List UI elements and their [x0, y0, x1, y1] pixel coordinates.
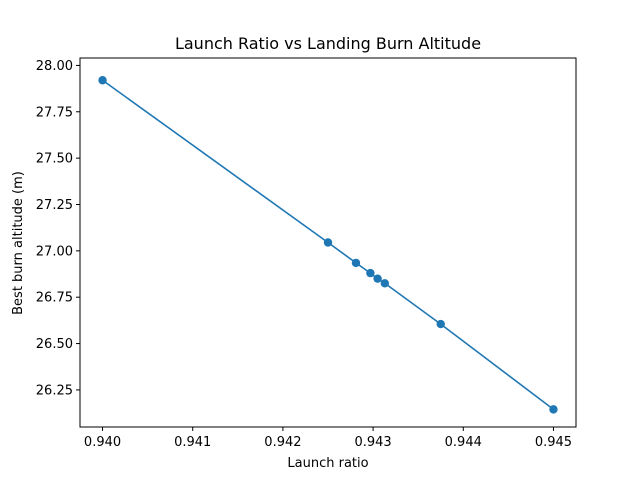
- data-point: [351, 258, 361, 268]
- y-axis-ticks: 26.25 26.50 26.75 27.00 27.25 27.50 27.75 28.00: [36, 59, 80, 398]
- data-point: [323, 238, 333, 247]
- y-tick-label: 26.50: [36, 337, 73, 352]
- x-axis-label: Launch ratio: [287, 456, 368, 471]
- data-point: [366, 268, 375, 278]
- y-tick-label: 27.75: [36, 105, 73, 120]
- x-tick-label: 0.942: [264, 435, 301, 450]
- y-tick-label: 27.00: [36, 244, 73, 259]
- y-tick-label: 26.25: [36, 383, 73, 398]
- x-axis-ticks: 0.940 0.941 0.942 0.943 0.944 0.945: [84, 427, 572, 450]
- x-tick-label: 0.943: [354, 435, 391, 450]
- y-tick-label: 27.25: [36, 198, 73, 213]
- x-tick-label: 0.945: [535, 435, 572, 450]
- data-point: [436, 319, 445, 329]
- y-tick-label: 28.00: [36, 59, 73, 74]
- chart-title: Launch Ratio vs Landing Burn Altitude: [175, 34, 481, 53]
- x-tick-label: 0.944: [445, 435, 482, 450]
- axes-frame: [79, 57, 577, 428]
- y-tick-label: 26.75: [36, 291, 73, 306]
- data-point: [380, 279, 390, 288]
- y-tick-label: 27.50: [36, 152, 73, 167]
- data-point: [98, 76, 107, 85]
- series-line: [102, 79, 554, 411]
- data-point: [549, 405, 558, 414]
- y-axis-label: Best burn altitude (m): [11, 171, 26, 315]
- data-point: [373, 274, 382, 283]
- plot-area: [98, 76, 558, 414]
- x-tick-label: 0.941: [174, 435, 211, 450]
- x-tick-label: 0.940: [84, 435, 121, 450]
